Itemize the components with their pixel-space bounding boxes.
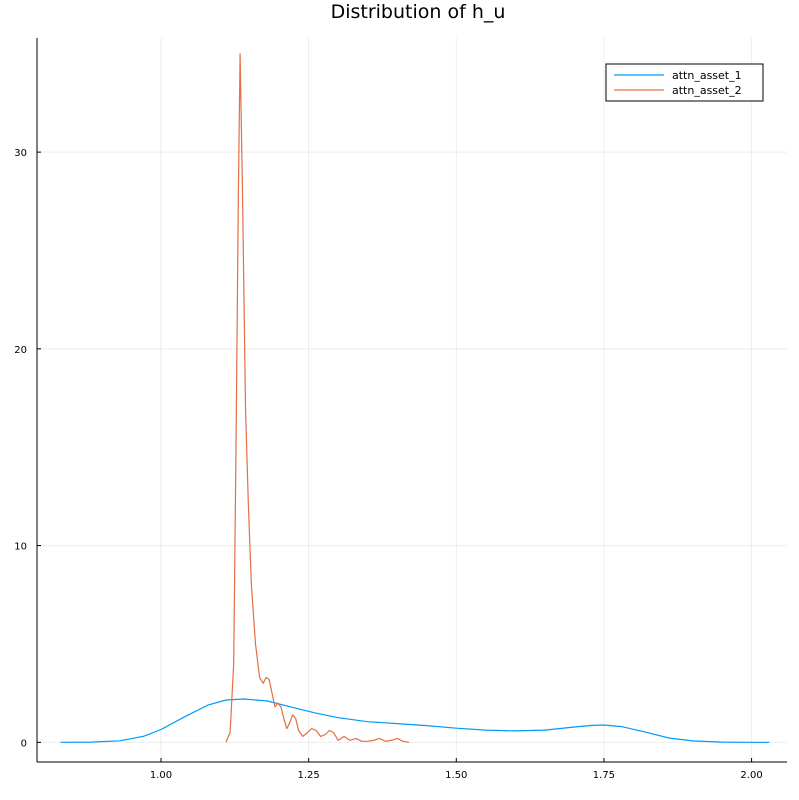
y-tick-label: 20 bbox=[14, 345, 27, 356]
x-tick-label: 1.00 bbox=[150, 770, 172, 781]
axes bbox=[36, 38, 787, 763]
y-tick-label: 0 bbox=[21, 738, 27, 749]
ticks: 1.00 1.25 1.50 1.75 2.00 0 10 20 30 bbox=[14, 148, 762, 781]
x-tick-label: 1.50 bbox=[445, 770, 467, 781]
chart-title: Distribution of h_u bbox=[331, 1, 506, 23]
legend-label-attn-asset-2: attn_asset_2 bbox=[672, 84, 742, 97]
x-tick-label: 1.25 bbox=[298, 770, 320, 781]
y-tick-label: 10 bbox=[14, 542, 27, 553]
x-tick-label: 1.75 bbox=[593, 770, 615, 781]
legend-label-attn-asset-1: attn_asset_1 bbox=[672, 69, 742, 82]
x-tick-label: 2.00 bbox=[740, 770, 762, 781]
grid bbox=[37, 38, 787, 762]
legend: attn_asset_1 attn_asset_2 bbox=[605, 63, 764, 102]
series-lines bbox=[60, 53, 770, 743]
series-line-attn-asset-1 bbox=[60, 698, 770, 743]
y-tick-label: 30 bbox=[14, 148, 27, 159]
legend-box bbox=[605, 63, 764, 102]
series-line-attn-asset-2 bbox=[225, 53, 410, 743]
